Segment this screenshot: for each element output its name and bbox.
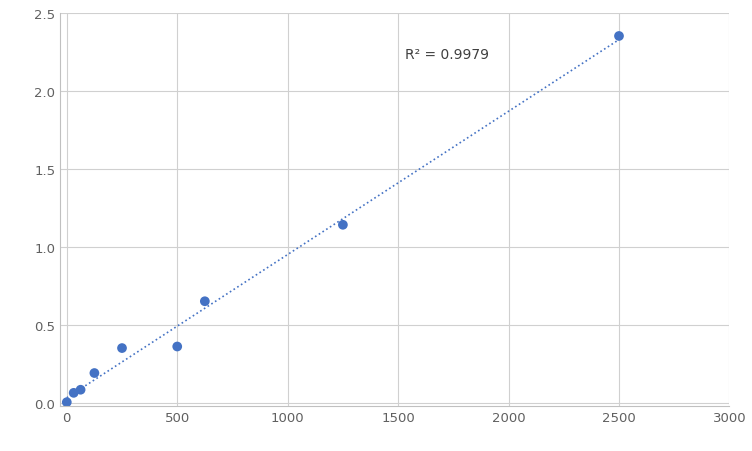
Point: [116, 345, 128, 352]
Point: [61, 399, 73, 406]
Point: [171, 343, 183, 350]
Point: [68, 389, 80, 396]
Point: [74, 386, 86, 393]
Point: [337, 222, 349, 229]
Point: [89, 370, 101, 377]
Point: [613, 33, 625, 41]
Point: [199, 298, 211, 305]
Text: R² = 0.9979: R² = 0.9979: [405, 48, 489, 62]
